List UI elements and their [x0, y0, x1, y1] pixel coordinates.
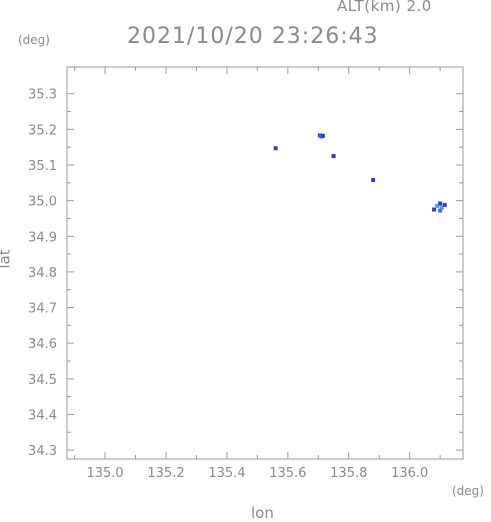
x-tick-label: 136.0 — [391, 466, 428, 481]
x-tick-label: 135.0 — [86, 466, 123, 481]
y-tick-label: 35.2 — [28, 123, 57, 138]
y-tick-label: 34.8 — [28, 266, 57, 281]
echo-point — [439, 205, 444, 210]
y-tick-label: 34.9 — [28, 230, 57, 245]
echo-point — [320, 133, 325, 138]
x-tick-label: 135.4 — [208, 466, 245, 481]
x-tick-label: 135.2 — [147, 466, 184, 481]
chart-title: 2021/10/20 23:26:43 — [127, 24, 379, 49]
echo-point — [331, 154, 336, 159]
y-tick-label: 34.5 — [28, 373, 57, 388]
y-tick-label: 35.3 — [28, 88, 57, 103]
echo-point — [273, 146, 278, 151]
y-tick-label: 34.7 — [28, 302, 57, 317]
y-axis-unit: (deg) — [18, 33, 50, 47]
x-tick-label: 135.8 — [330, 466, 367, 481]
echo-point — [432, 207, 437, 212]
echo-point — [371, 177, 376, 182]
y-tick-label: 34.6 — [28, 337, 57, 352]
x-axis-label: lon — [251, 504, 274, 522]
x-tick-label: 135.6 — [269, 466, 306, 481]
y-tick-label: 35.1 — [28, 159, 57, 174]
y-tick-label: 35.0 — [28, 195, 57, 210]
x-axis-unit: (deg) — [452, 484, 484, 498]
y-tick-label: 34.4 — [28, 408, 57, 423]
echo-point — [438, 208, 443, 213]
echo-point — [442, 202, 447, 207]
echo-point — [435, 203, 440, 208]
plot-frame — [66, 66, 464, 460]
altitude-label: ALT(km) 2.0 — [337, 0, 432, 15]
y-tick-label: 34.3 — [28, 444, 57, 459]
echo-point — [438, 201, 443, 206]
